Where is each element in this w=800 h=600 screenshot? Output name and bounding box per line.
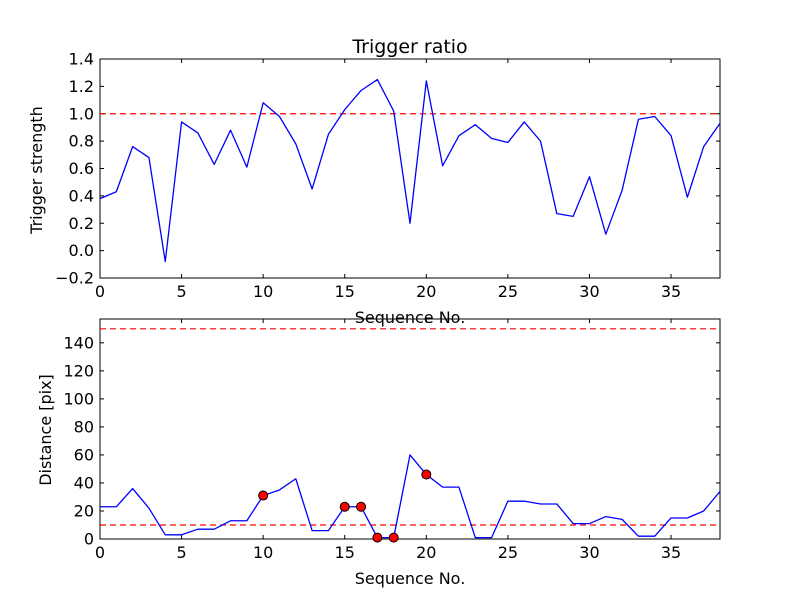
panel1-x-tick-label: 20 [416,543,436,562]
panel0-y-tick-label: 1.4 [69,50,94,69]
panel0-x-tick-label: 25 [498,282,518,301]
panel1-x-tick-label: 5 [176,543,186,562]
panel1-y-tick-label: 80 [74,417,94,436]
panel0-y-tick-label: −0.2 [55,269,94,288]
panel0-x-tick-label: 10 [253,282,273,301]
top-y-axis-label: Trigger strength [27,106,46,235]
panel0-y-tick-label: 0.4 [69,186,94,205]
panel1-y-tick-label: 40 [74,473,94,492]
top-x-axis-label: Sequence No. [355,308,466,327]
panel0-y-tick-label: 0.0 [69,241,94,260]
panel1-x-tick-label: 35 [661,543,681,562]
panel1-x-tick-label: 10 [253,543,273,562]
panel1-x-tick-label: 15 [335,543,355,562]
panel1-x-tick-label: 25 [498,543,518,562]
bottom-x-axis-label: Sequence No. [355,569,466,588]
panel0-x-tick-label: 20 [416,282,436,301]
panel0-x-tick-label: 35 [661,282,681,301]
panel1-x-tick-label: 30 [579,543,599,562]
panel0-x-tick-label: 0 [95,282,105,301]
panel0-y-tick-label: 0.8 [69,132,94,151]
panel0-x-tick-label: 30 [579,282,599,301]
panel0-y-tick-label: 0.2 [69,214,94,233]
panel1-y-tick-label: 120 [63,361,94,380]
panel0-y-tick-label: 0.6 [69,159,94,178]
panel1-y-tick-label: 20 [74,501,94,520]
panel1-flagged-point [388,532,399,543]
panel0-x-tick-label: 5 [176,282,186,301]
panel0-series-line [100,78,720,263]
panel1-plot-frame [99,318,721,540]
panel1-plot-area [100,328,720,539]
panel0-x-tick-label: 15 [335,282,355,301]
panel0-plot-area [100,78,720,263]
distance-panel: Sequence No. Distance [pix] 0 5 10 15 20 25 30… [36,318,721,588]
panel1-y-tick-label: 100 [63,389,94,408]
panel1-y-tick-label: 0 [84,530,94,549]
panel1-flagged-point [372,532,383,543]
panel0-y-tick-label: 1.2 [69,77,94,96]
top-chart-title: Trigger ratio [351,36,467,58]
panel1-y-tick-label: 140 [63,333,94,352]
trigger-ratio-panel: Trigger ratio Sequence No. Trigger stren… [27,36,721,327]
bottom-y-axis-label: Distance [pix] [36,374,55,486]
panel1-x-tick-label: 0 [95,543,105,562]
panel1-flagged-point [258,490,269,501]
panel0-y-tick-label: 1.0 [69,104,94,123]
panel1-y-tick-label: 60 [74,445,94,464]
panel1-flagged-point [356,501,367,512]
panel1-flagged-point [339,501,350,512]
panel1-series-line [100,454,720,539]
panel1-flagged-point [421,469,432,480]
